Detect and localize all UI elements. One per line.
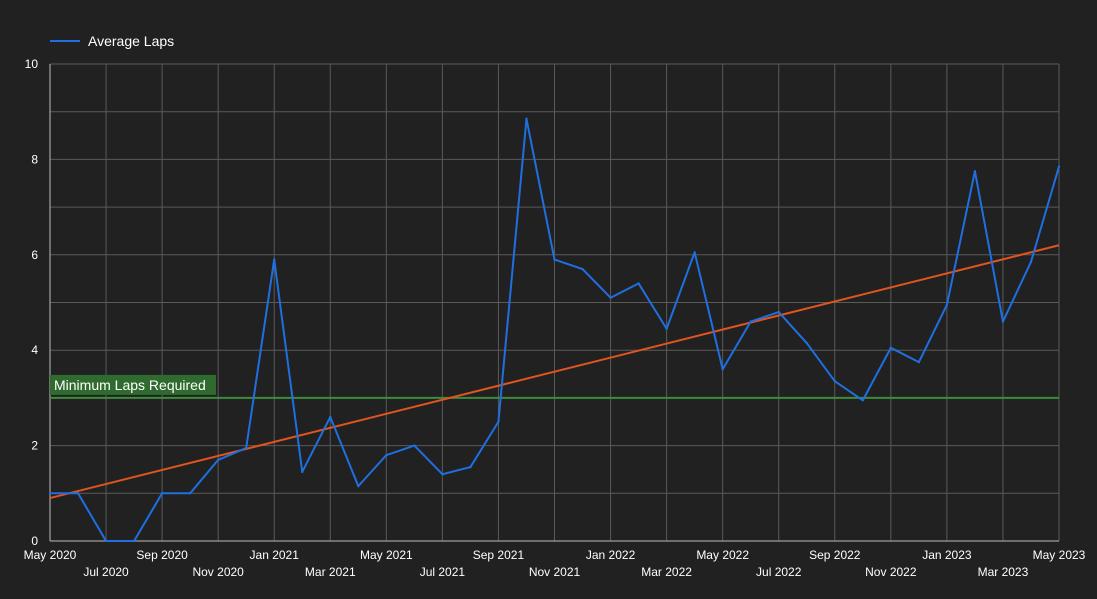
data-point [244,446,248,450]
trendline-group [49,244,1060,500]
x-tick-label: Mar 2022 [641,565,692,579]
x-tick-label: Mar 2021 [305,565,356,579]
data-point [413,444,416,447]
data-point [777,310,780,314]
trendline [49,244,1060,500]
data-point [749,320,752,323]
data-point [945,303,949,307]
x-tick-label: May 2021 [360,548,413,562]
data-point [441,473,444,476]
legend-swatch [50,40,80,42]
data-point [216,458,220,462]
x-tick-label: Jan 2021 [250,548,300,562]
x-tick-label: Sep 2021 [473,548,525,562]
data-point [637,282,640,285]
data-point [301,470,304,474]
data-point [1029,260,1033,264]
data-point [609,296,612,299]
data-point [76,492,80,495]
data-point [917,360,921,364]
reference-line-group: Minimum Laps Required [50,374,1059,399]
y-tick-label: 8 [31,152,38,166]
data-point [132,539,136,543]
x-tick-label: Sep 2020 [136,548,188,562]
legend-label: Average Laps [88,33,175,49]
data-point [497,420,500,423]
data-point [889,346,893,350]
y-tick-labels: 0 2 4 6 8 10 [25,57,39,548]
x-tick-label: May 2023 [1033,548,1086,562]
data-point [188,492,192,495]
data-point [357,484,360,488]
x-tick-label: Jan 2022 [586,548,636,562]
data-point [1057,165,1061,168]
x-tick-label: Sep 2022 [809,548,861,562]
data-point [665,327,668,330]
data-point [833,380,836,383]
data-point [329,415,332,419]
data-point [973,170,977,173]
grid-lines [49,63,1060,542]
x-tick-label: Jan 2023 [922,548,972,562]
data-point [104,539,108,543]
data-point [581,267,584,271]
x-tick-label: May 2022 [696,548,749,562]
x-tick-label: May 2020 [24,548,77,562]
x-tick-label: Jul 2022 [756,565,802,579]
data-point [48,492,52,495]
reference-label-box [50,374,216,395]
x-tick-label: Jul 2021 [420,565,466,579]
data-point [1001,320,1005,323]
x-tick-label: Jul 2020 [83,565,129,579]
y-tick-label: 0 [31,534,38,548]
x-tick-label: Nov 2020 [192,565,244,579]
reference-label: Minimum Laps Required [54,377,206,393]
data-point [805,341,808,345]
y-tick-label: 10 [25,57,39,71]
legend[interactable]: Average Laps [50,33,174,49]
y-tick-label: 6 [31,248,38,262]
data-point [525,117,528,121]
x-tick-label: Nov 2022 [865,565,917,579]
x-tick-label: Mar 2023 [978,565,1029,579]
data-point [273,258,276,261]
x-tick-labels: May 2020 Sep 2020 Jan 2021 May 2021 Sep 2021… [24,548,1086,579]
data-point [385,453,388,457]
x-tick-label: Nov 2021 [529,565,581,579]
data-point [160,492,164,495]
data-point [469,465,472,469]
y-tick-label: 4 [31,343,38,357]
series-group [48,117,1061,543]
data-point [861,399,865,402]
y-tick-label: 2 [31,439,38,453]
data-point [553,258,556,261]
data-point [693,251,696,254]
data-point [721,368,724,371]
